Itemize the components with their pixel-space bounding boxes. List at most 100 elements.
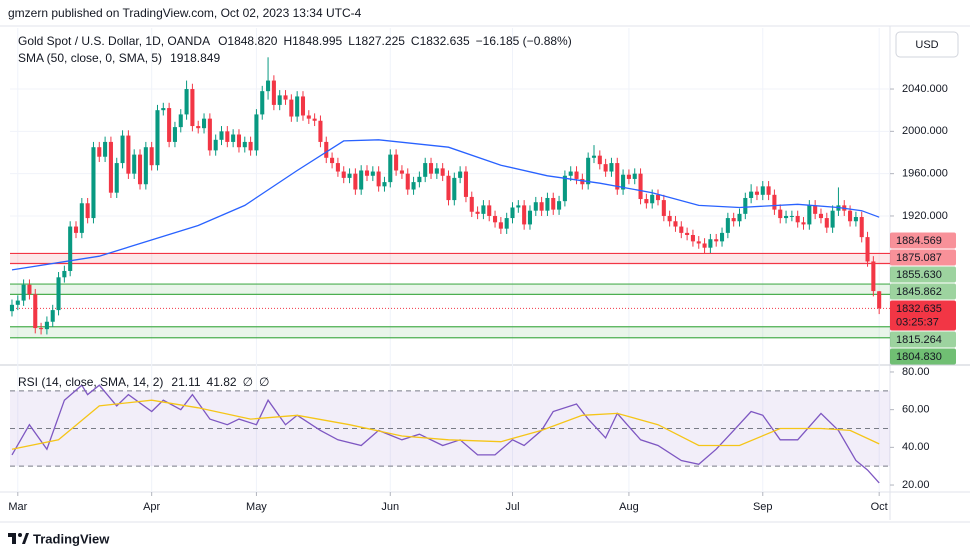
rsi-y-tick-label: 40.00	[902, 441, 930, 453]
candle-body	[725, 218, 730, 233]
zone	[10, 253, 890, 264]
candle-body	[149, 147, 154, 166]
candle-body	[248, 141, 253, 151]
y-tick-label: 2000.000	[902, 125, 948, 137]
candle-body	[865, 237, 870, 262]
tradingview-logo	[8, 533, 29, 544]
candle-body	[341, 171, 346, 178]
candle-body	[39, 328, 44, 330]
candle-body	[848, 210, 853, 222]
candle-body	[184, 89, 189, 115]
x-tick-label: May	[246, 501, 267, 513]
candle-body	[597, 155, 602, 165]
price-label: 1884.569	[896, 235, 942, 247]
candle-body	[498, 222, 503, 229]
x-tick-label: Jun	[381, 501, 399, 513]
candle-body	[853, 217, 858, 222]
price-label-box	[890, 266, 956, 283]
candle-body	[108, 141, 113, 193]
price-label: 1875.087	[896, 252, 942, 264]
candle-body	[207, 118, 212, 151]
candle-body	[667, 215, 672, 222]
candle-body	[719, 232, 725, 242]
candle-body	[242, 141, 247, 148]
rsi-legend: RSI (14, close, SMA, 14, 2)	[18, 375, 163, 389]
candle-body	[254, 114, 259, 151]
candle-body	[504, 218, 509, 229]
price-label-box	[890, 300, 956, 331]
candle-body	[551, 197, 556, 210]
candle-body	[196, 126, 201, 129]
candle-body	[568, 171, 573, 176]
candle-body	[132, 154, 137, 174]
candle-body	[306, 115, 311, 119]
y-tick-label: 1920.000	[902, 210, 948, 222]
candle-body	[202, 118, 207, 129]
candle-body	[807, 205, 812, 225]
candle-body	[463, 171, 468, 197]
publisher-line: gmzern published on TradingView.com, Oct…	[8, 6, 362, 20]
candle-body	[300, 96, 306, 116]
candle-body	[178, 114, 183, 128]
candle-body	[15, 300, 20, 305]
y-tick-label: 2040.000	[902, 83, 948, 95]
candle-body	[591, 155, 597, 158]
candle-body	[376, 171, 381, 187]
price-label-box	[890, 283, 956, 300]
candle-body	[120, 135, 125, 164]
x-tick-label: Sep	[753, 501, 773, 513]
candle-body	[743, 197, 748, 214]
candle-body	[673, 221, 678, 227]
currency-label: USD	[915, 39, 938, 51]
ohlc-close: C1832.635	[411, 34, 470, 48]
candle-body	[772, 194, 777, 210]
candle-body	[626, 174, 631, 179]
candle-body	[818, 213, 824, 219]
candle-body	[388, 154, 393, 183]
candle-body	[347, 173, 352, 178]
candle-body	[690, 235, 695, 242]
candle-body	[731, 218, 736, 222]
candle-body	[545, 197, 550, 211]
x-tick-label: Aug	[619, 501, 639, 513]
candle-body	[493, 215, 498, 223]
rsi-y-tick-label: 80.00	[902, 366, 930, 378]
countdown-label: 03:25:37	[896, 316, 939, 328]
candle-body	[440, 168, 445, 176]
candle-body	[871, 261, 876, 292]
candle-body	[586, 157, 591, 185]
candle-body	[359, 170, 364, 190]
candle-body	[423, 163, 428, 177]
candle-body	[638, 173, 643, 200]
candle-body	[353, 173, 358, 190]
currency-button[interactable]	[895, 31, 959, 58]
candle-body	[580, 178, 585, 185]
candle-body	[27, 284, 32, 295]
rsi-y-tick-label: 60.00	[902, 404, 930, 416]
candle-body	[522, 205, 527, 225]
change-label: −16.185 (−0.88%)	[476, 34, 572, 48]
candle-body	[737, 213, 742, 222]
price-label-box	[890, 249, 956, 266]
x-tick-label: Apr	[143, 501, 160, 513]
candle-body	[760, 186, 765, 195]
sma-line	[11, 139, 880, 271]
candle-body	[318, 120, 323, 142]
rsi-value: 21.11	[171, 375, 200, 389]
candle-body	[685, 232, 690, 236]
candle-body	[487, 205, 492, 216]
candle-body	[434, 168, 439, 174]
candle-body	[167, 108, 172, 142]
sma-value: 1918.849	[170, 51, 220, 65]
ohlc-high: H1848.995	[283, 34, 342, 48]
candle-body	[632, 173, 637, 179]
price-label: 1832.635	[896, 303, 942, 315]
candle-body	[446, 175, 451, 201]
candle-body	[428, 163, 434, 174]
ohlc-low: L1827.225	[348, 34, 405, 48]
candle-body	[539, 202, 544, 211]
candle-body	[161, 108, 166, 111]
candle-body	[335, 163, 340, 172]
candle-body	[830, 210, 835, 228]
candle-body	[126, 135, 131, 174]
